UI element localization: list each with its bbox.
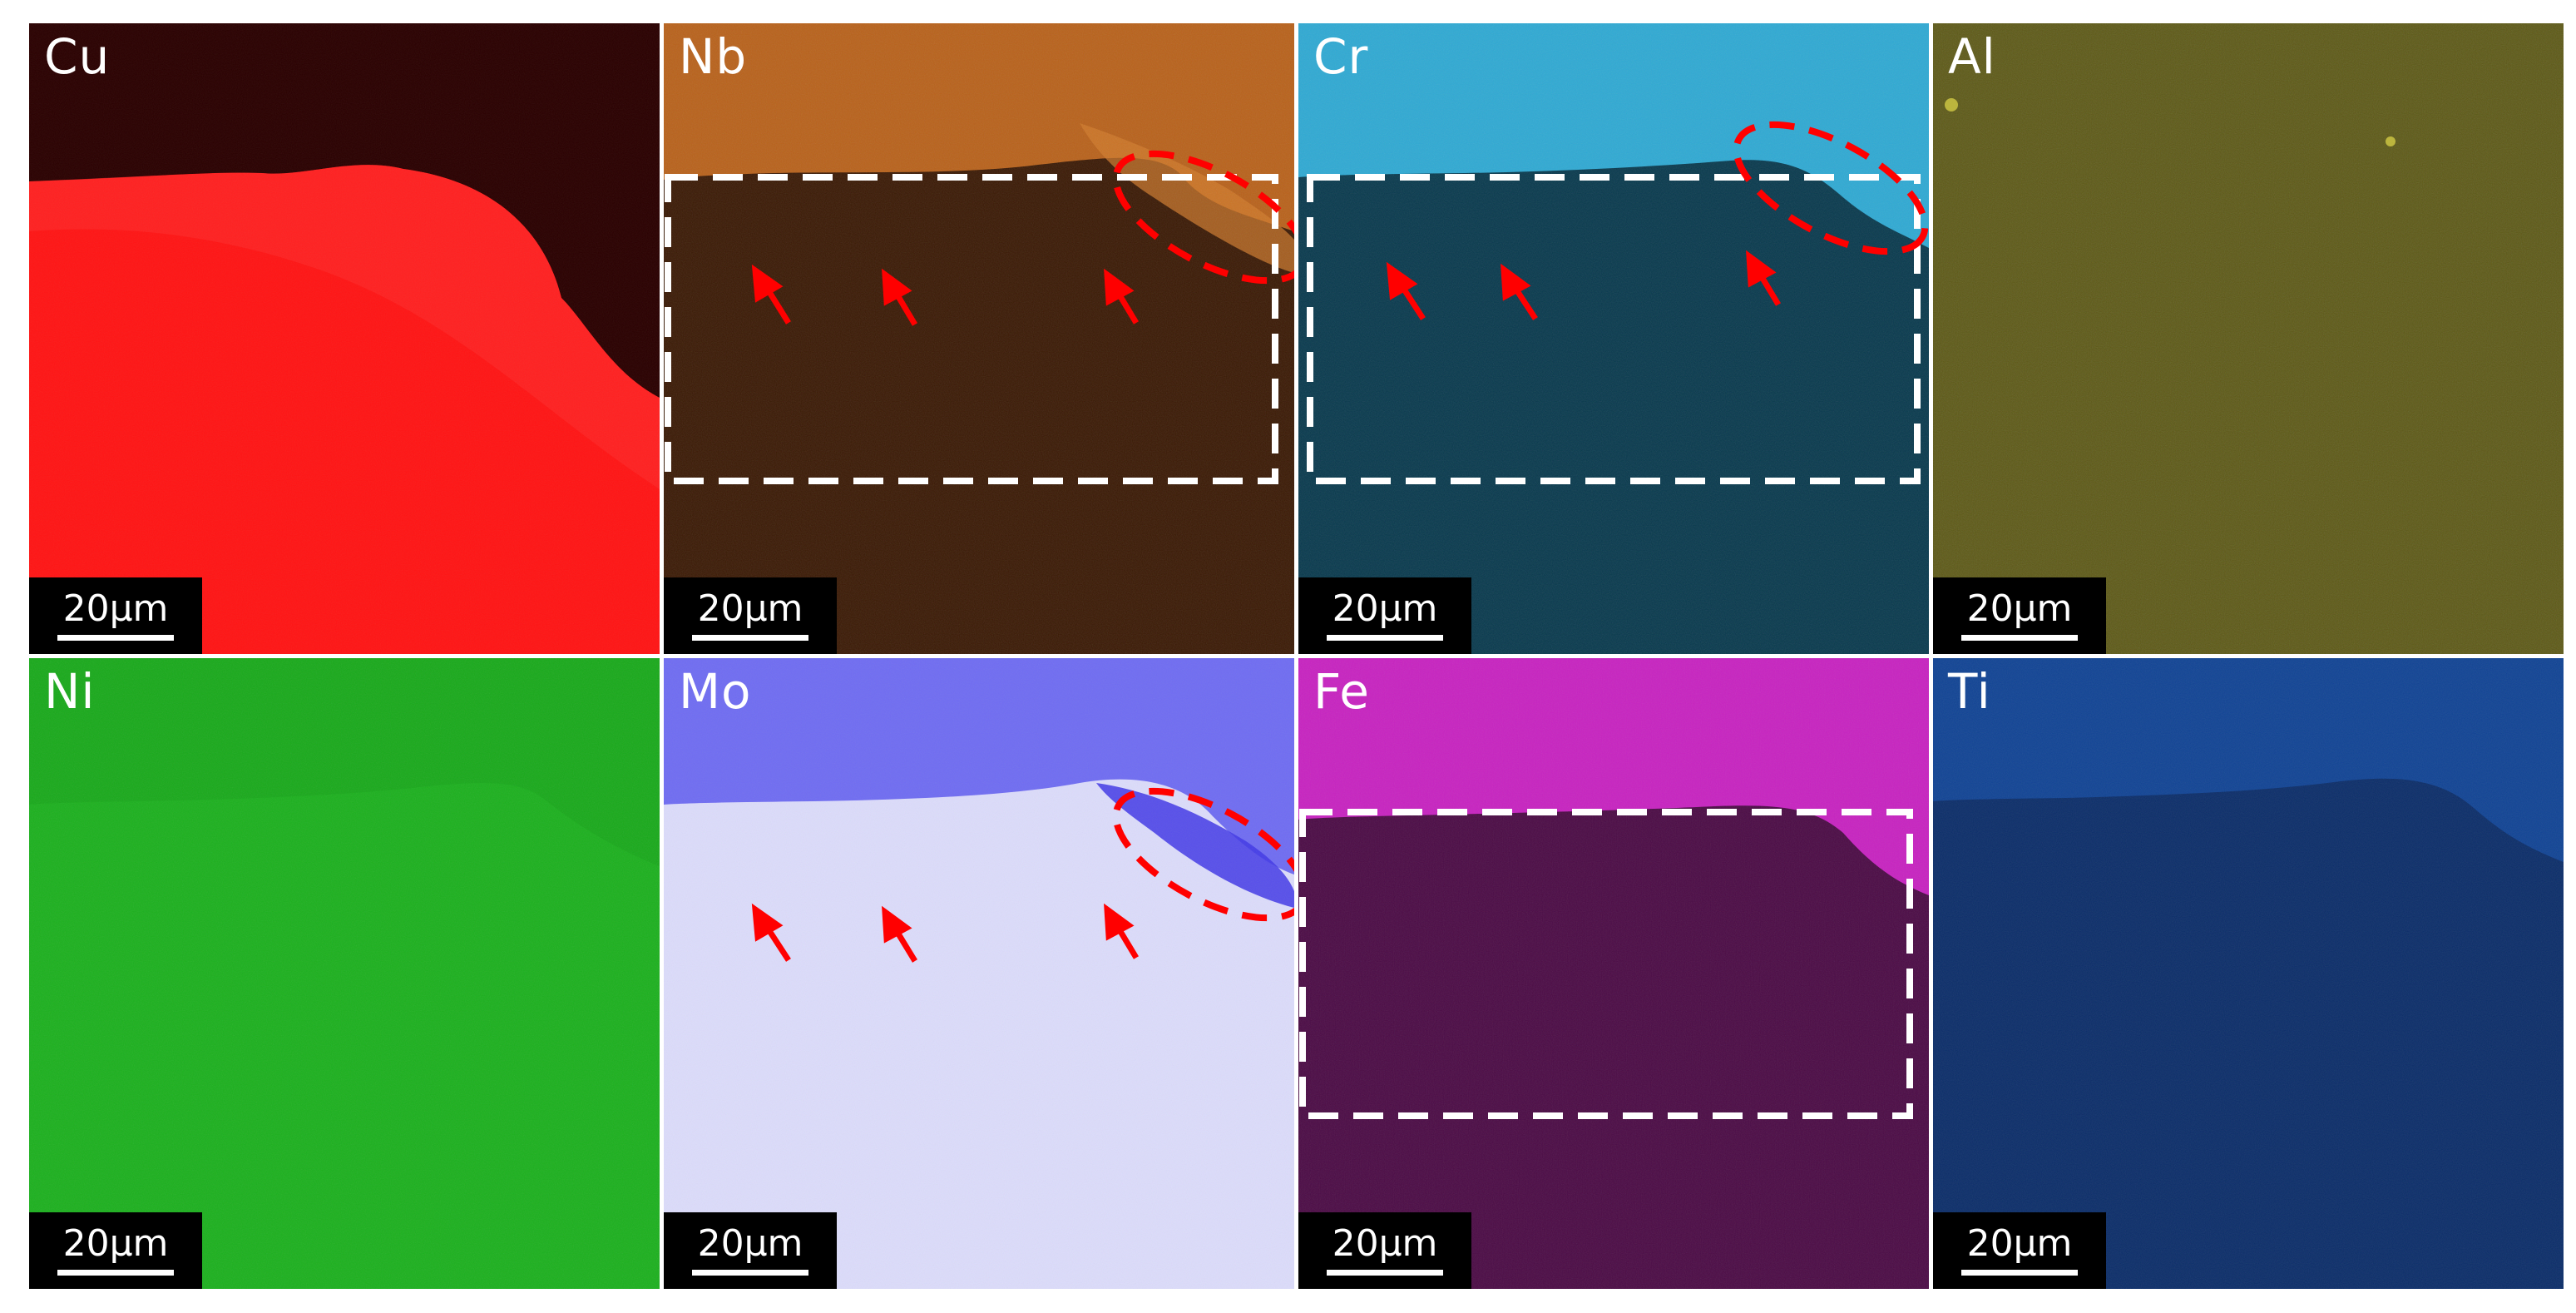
scale-bar-text: 20µm [1966, 587, 2073, 630]
scale-bar-line [692, 635, 808, 641]
element-label: Cu [44, 28, 111, 85]
cu-map-panel: Cu 20µm [29, 23, 660, 654]
scale-bar-text: 20µm [62, 587, 169, 630]
element-label: Nb [679, 28, 748, 85]
scale-bar-line [1327, 635, 1443, 641]
scale-bar-line [1961, 635, 2078, 641]
element-label: Fe [1313, 663, 1370, 720]
scale-bar-text: 20µm [697, 587, 803, 630]
element-label: Ti [1948, 663, 1991, 720]
ni-map-image [29, 658, 660, 1289]
scale-bar-text: 20µm [1332, 1222, 1438, 1265]
ti-map-panel: Ti 20µm [1933, 658, 2564, 1289]
scale-bar: 20µm [1933, 1212, 2106, 1289]
ti-map-image [1933, 658, 2564, 1289]
scale-bar-line [1327, 1270, 1443, 1276]
scale-bar: 20µm [1933, 577, 2106, 654]
scale-bar-text: 20µm [62, 1222, 169, 1265]
scale-bar-line [57, 635, 174, 641]
fe-map-panel: Fe 20µm [1298, 658, 1929, 1289]
scale-bar: 20µm [1298, 577, 1471, 654]
scale-bar: 20µm [1298, 1212, 1471, 1289]
scale-bar-text: 20µm [697, 1222, 803, 1265]
al-map-panel: Al 20µm [1933, 23, 2564, 654]
scale-bar: 20µm [664, 577, 837, 654]
nb-map-image [664, 23, 1294, 654]
element-label: Ni [44, 663, 96, 720]
element-label: Al [1948, 28, 1996, 85]
ni-map-panel: Ni 20µm [29, 658, 660, 1289]
bright-spot [2386, 136, 2396, 146]
scale-bar-line [1961, 1270, 2078, 1276]
nb-map-panel: Nb 20µm [664, 23, 1294, 654]
mo-map-panel: Mo 20µm [664, 658, 1294, 1289]
bright-spot [1945, 98, 1958, 111]
scale-bar-text: 20µm [1332, 587, 1438, 630]
cu-map-image [29, 23, 660, 654]
cr-map-image [1298, 23, 1929, 654]
scale-bar-line [57, 1270, 174, 1276]
scale-bar: 20µm [29, 577, 202, 654]
element-label: Mo [679, 663, 752, 720]
al-map-image [1933, 23, 2564, 654]
scale-bar: 20µm [29, 1212, 202, 1289]
scale-bar-line [692, 1270, 808, 1276]
scale-bar-text: 20µm [1966, 1222, 2073, 1265]
mo-map-image [664, 658, 1294, 1289]
cr-map-panel: Cr 20µm [1298, 23, 1929, 654]
element-label: Cr [1313, 28, 1369, 85]
fe-map-image [1298, 658, 1929, 1289]
scale-bar: 20µm [664, 1212, 837, 1289]
